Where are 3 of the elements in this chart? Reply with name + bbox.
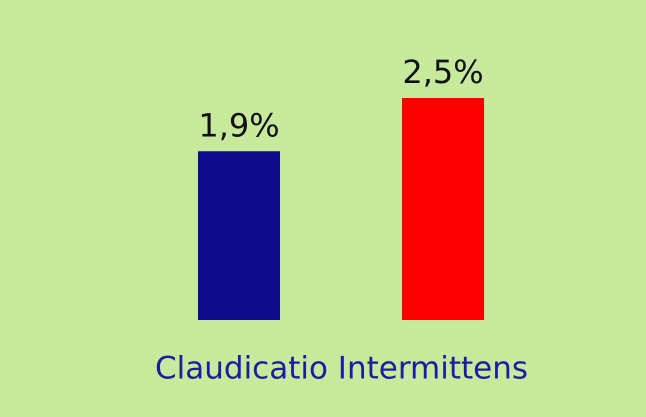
data-label: 1,9% [198,106,280,144]
data-label: 2,5% [402,53,484,91]
x-axis-title: Claudicatio Intermittens [154,350,528,386]
